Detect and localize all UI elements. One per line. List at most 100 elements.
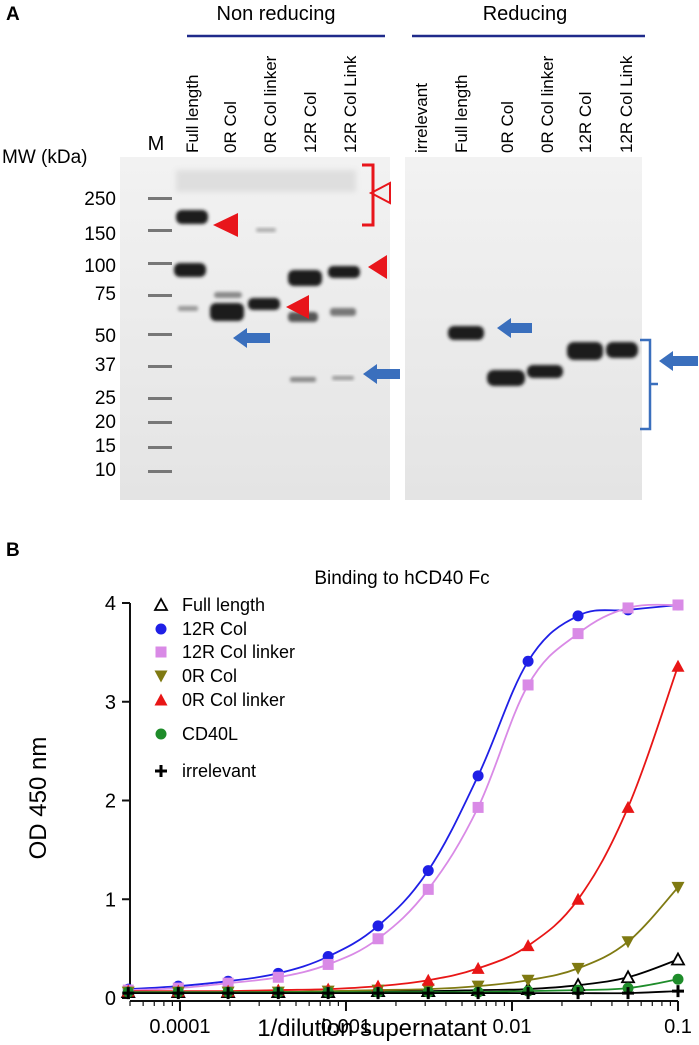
legend-item: irrelevant [155, 761, 256, 781]
panel-a-label: A [6, 4, 20, 25]
ladder-band [148, 294, 172, 297]
lane-label: 12R Col Link [617, 55, 636, 153]
data-point [472, 770, 484, 782]
data-point [571, 892, 585, 905]
mw-tick-label: 25 [95, 388, 116, 409]
blot-band [174, 263, 206, 277]
legend-item: 12R Col linker [155, 642, 295, 662]
lane-label: 0R Col [498, 101, 517, 153]
curve-12r-col-linker [128, 603, 679, 991]
y-axis-label: OD 450 nm [25, 737, 52, 860]
mw-tick-label: 15 [95, 436, 116, 457]
legend-label: 0R Col [182, 666, 237, 686]
nonreducing-group-label: Non reducing [217, 3, 336, 25]
data-point [222, 977, 234, 989]
data-point [620, 969, 636, 984]
data-point [621, 800, 635, 813]
nonreducing-blot [120, 157, 390, 500]
data-point [672, 599, 684, 611]
data-point [670, 951, 686, 966]
arrowhead-open-icon [368, 181, 391, 205]
x-axis-label: 1/dilution supernatant [257, 1015, 487, 1042]
data-point [421, 973, 435, 986]
data-point [272, 971, 284, 983]
curve-full-length [128, 958, 679, 994]
legend-item: 0R Col [154, 666, 237, 686]
mw-tick-label: 250 [84, 189, 116, 210]
legend-item: Full length [153, 595, 265, 615]
legend-label: 0R Col linker [182, 690, 285, 710]
data-point [472, 801, 484, 813]
arrow-left-icon [497, 318, 532, 338]
chart-title: Binding to hCD40 Fc [314, 568, 489, 589]
blot-band [290, 377, 316, 382]
lane-label: 0R Col [221, 101, 240, 153]
legend-item: CD40L [155, 724, 238, 744]
blot-band [214, 292, 242, 298]
legend-item: 0R Col linker [154, 690, 285, 710]
legend-marker [155, 765, 167, 777]
blot-band [178, 306, 198, 311]
series-0r-col-linker [121, 659, 685, 997]
x-tick-label: 0.0001 [149, 1016, 210, 1038]
data-point [422, 883, 434, 895]
mw-tick-label: 150 [84, 224, 116, 245]
data-point [422, 987, 435, 1000]
data-point [522, 655, 534, 667]
arrow-left-icon [363, 364, 400, 384]
ladder-band [148, 262, 172, 265]
data-point [521, 939, 535, 952]
data-point [322, 987, 335, 1000]
x-tick-label: 0.01 [493, 1016, 532, 1038]
bracket-blue-icon [640, 338, 658, 431]
data-point [522, 987, 535, 1000]
blot-band [330, 308, 356, 316]
arrowhead-icon [368, 255, 387, 279]
panel-b-label: B [6, 540, 20, 561]
lane-label: 0R Col linker [538, 55, 557, 153]
data-point [571, 962, 585, 975]
legend-marker [154, 670, 168, 683]
nonreducing-lane-labels: Full length 0R Col 0R Col linker 12R Col 12R… [183, 55, 360, 153]
ladder-band [148, 229, 172, 232]
data-point [472, 987, 485, 1000]
y-tick-label: 1 [105, 889, 116, 911]
blot-band [487, 370, 525, 386]
chart-curves [128, 603, 679, 995]
lane-label: irrelevant [412, 83, 431, 153]
blot-band [248, 298, 280, 310]
ladder-band [148, 421, 172, 424]
x-tick-label: 0.1 [664, 1016, 692, 1038]
lane-label: Full length [183, 75, 202, 153]
ladder-band [148, 397, 172, 400]
blot-band [288, 312, 318, 322]
arrowhead-icon [286, 295, 309, 319]
data-point [621, 936, 635, 949]
ladder-band [148, 446, 172, 449]
mw-tick-label: 10 [95, 460, 116, 481]
data-point [672, 985, 684, 998]
blot-annotations [213, 163, 698, 431]
data-point [172, 987, 185, 1000]
blot-band [176, 170, 356, 192]
data-point [622, 987, 635, 1000]
data-point [671, 659, 685, 672]
data-point [572, 610, 584, 622]
blot-band [567, 342, 603, 360]
arrow-left-icon [659, 351, 698, 371]
data-point [272, 987, 285, 1000]
legend-marker [155, 623, 167, 635]
data-point [521, 974, 535, 987]
data-point [322, 958, 334, 970]
chart-legend: Full length 12R Col 12R Col linker 0R Col 0R… [153, 595, 295, 781]
legend-label: 12R Col linker [182, 642, 295, 662]
ladder-band [148, 470, 172, 473]
data-point [122, 987, 135, 1000]
series-0r-col [121, 881, 685, 999]
marker-lane-label: M [148, 133, 165, 155]
blot-band [288, 270, 322, 286]
lane-label: 12R Col Link [341, 55, 360, 153]
y-tick-label: 0 [105, 988, 116, 1010]
y-tick-label: 4 [105, 593, 116, 615]
legend-marker [155, 646, 167, 658]
